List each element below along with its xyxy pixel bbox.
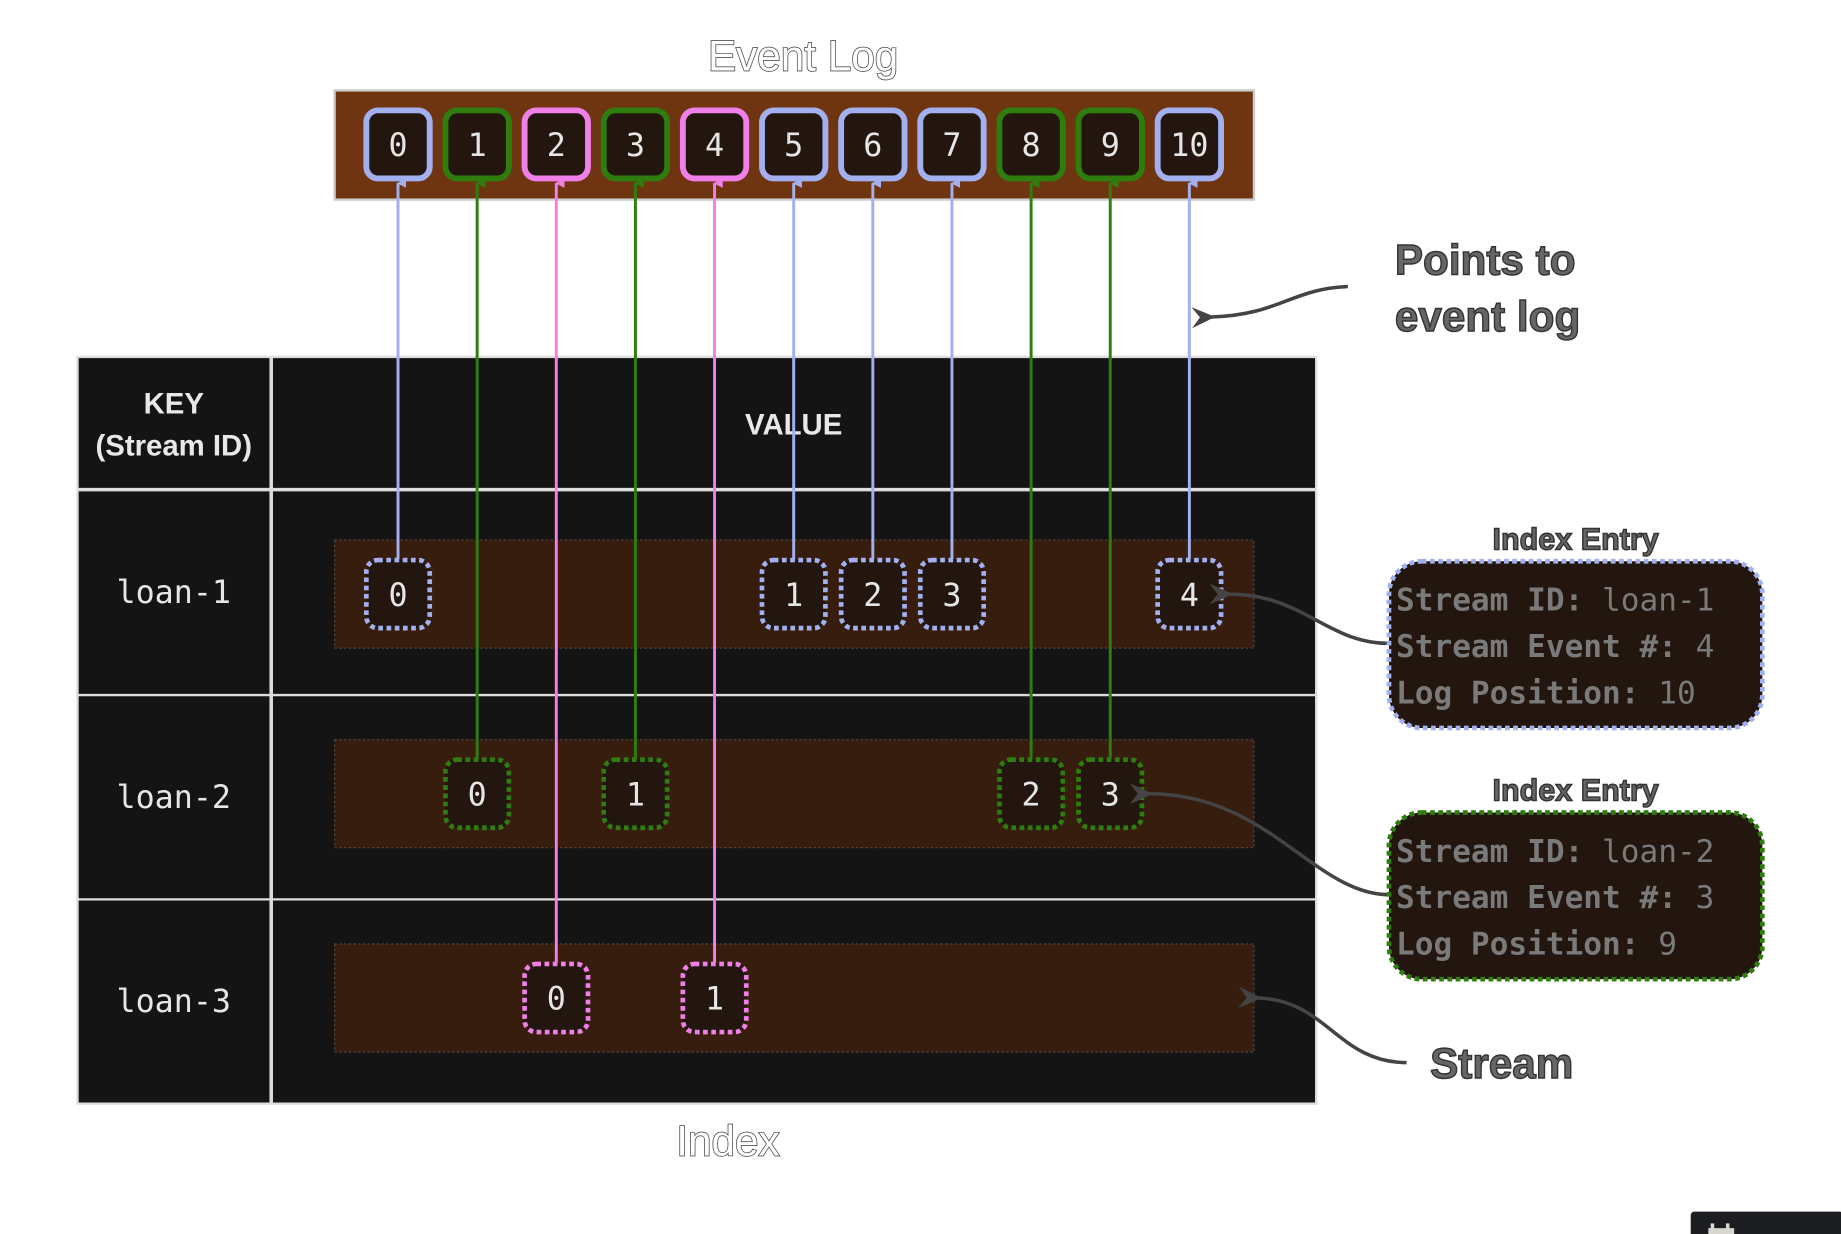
index-entry-line: Stream Event #: 3 <box>1396 880 1714 916</box>
stream-arrow <box>1238 986 1407 1065</box>
index-entry-value: loan-2 <box>1583 834 1714 870</box>
event-log-cell: 9 <box>1075 107 1145 182</box>
stream-event-cell: 3 <box>917 557 987 631</box>
event-log-cell: 1 <box>442 107 512 182</box>
index-entry-label: Log Position: <box>1396 927 1639 963</box>
event-log-cell: 2 <box>521 107 591 182</box>
stream-event-number: 3 <box>1101 777 1120 813</box>
stream-event-number: 2 <box>1022 777 1041 813</box>
index-entry-title: Index Entry <box>1493 522 1659 556</box>
stream-event-number: 3 <box>942 578 961 614</box>
calendar-icon <box>1708 1223 1735 1234</box>
event-log-cell: 5 <box>759 107 829 182</box>
index-entry-value: 3 <box>1677 880 1714 916</box>
stream-event-cell: 1 <box>601 757 670 831</box>
stream-event-cell: 3 <box>1076 757 1145 831</box>
stream-event-cell: 1 <box>759 557 828 631</box>
event-log-cell: 6 <box>838 107 908 182</box>
corner-widget[interactable] <box>1690 1211 1841 1234</box>
index-entry-line: Log Position: 10 <box>1396 675 1696 711</box>
event-log-cell: 7 <box>917 107 987 182</box>
stream-key: loan-3 <box>117 984 231 1020</box>
index-entry-2-arrow <box>1129 783 1389 897</box>
stream-event-number: 0 <box>468 777 487 813</box>
stream-event-cell: 1 <box>680 961 749 1035</box>
stream-event-cell: 4 <box>1155 557 1224 631</box>
event-log-position: 8 <box>1022 128 1041 164</box>
stream-event-number: 1 <box>784 578 803 614</box>
event-log-position: 2 <box>547 128 566 164</box>
event-log-position: 7 <box>942 128 961 164</box>
stream-event-number: 0 <box>388 578 407 614</box>
points-to-label-line1: Points to <box>1395 237 1576 284</box>
stream-event-number: 1 <box>705 982 724 1018</box>
index-entry-value: loan-1 <box>1583 583 1714 619</box>
event-log-position: 4 <box>705 128 724 164</box>
stream-event-number: 0 <box>547 982 566 1018</box>
event-log-position: 9 <box>1101 128 1120 164</box>
event-log-position: 1 <box>468 128 487 164</box>
index-entry-line: Log Position: 9 <box>1396 927 1677 963</box>
event-log-cell: 4 <box>679 107 750 182</box>
index-entry-label: Stream ID: <box>1396 583 1583 619</box>
index-entry-line: Stream Event #: 4 <box>1396 629 1714 665</box>
key-header-sub: (Stream ID) <box>95 430 252 463</box>
index-entry-line: Stream ID: loan-2 <box>1396 834 1714 870</box>
event-log-title: Event Log <box>708 32 898 79</box>
stream-event-number: 4 <box>1180 578 1199 614</box>
event-log-position: 5 <box>784 128 803 164</box>
stream-key: loan-2 <box>117 780 231 816</box>
stream-event-cell: 0 <box>363 557 433 631</box>
key-header: KEY <box>144 387 205 420</box>
index-entry-label: Log Position: <box>1396 675 1639 711</box>
event-log-cell: 10 <box>1154 107 1225 182</box>
index-entry-value: 4 <box>1677 629 1714 665</box>
event-log-cell: 3 <box>600 107 671 182</box>
stream-key: loan-1 <box>117 575 231 611</box>
stream-bar <box>334 943 1255 1053</box>
event-log-cell: 0 <box>363 107 433 182</box>
points-to-arrow <box>1191 284 1348 329</box>
event-log-position: 0 <box>388 128 407 164</box>
stream-event-cell: 0 <box>443 757 512 831</box>
index-entry-line: Stream ID: loan-1 <box>1396 583 1714 619</box>
event-log-cell: 8 <box>996 107 1066 182</box>
index-entry-1-arrow <box>1209 583 1389 646</box>
index-entry-label: Stream Event #: <box>1396 629 1677 665</box>
index-entry-value: 9 <box>1639 927 1676 963</box>
points-to-label-line2: event log <box>1395 293 1580 340</box>
event-log-position: 3 <box>626 128 645 164</box>
stream-label: Stream <box>1430 1040 1573 1087</box>
index-entry-title: Index Entry <box>1493 774 1659 808</box>
event-log-position: 6 <box>863 128 882 164</box>
stream-event-number: 2 <box>863 578 882 614</box>
stream-event-cell: 0 <box>522 961 591 1035</box>
index-entry-value: 10 <box>1639 675 1695 711</box>
index-entry: Index Entry Stream ID: loan-2 Stream Event… <box>1386 773 1765 982</box>
stream-event-cell: 2 <box>838 557 907 631</box>
stream-event-cell: 2 <box>997 757 1066 831</box>
index-entry: Index Entry Stream ID: loan-1 Stream Event… <box>1386 522 1765 731</box>
event-log-position: 10 <box>1170 128 1208 164</box>
index-entry-label: Stream ID: <box>1396 834 1583 870</box>
index-title: Index <box>676 1117 779 1164</box>
stream-event-number: 1 <box>626 777 645 813</box>
index-entry-label: Stream Event #: <box>1396 880 1677 916</box>
